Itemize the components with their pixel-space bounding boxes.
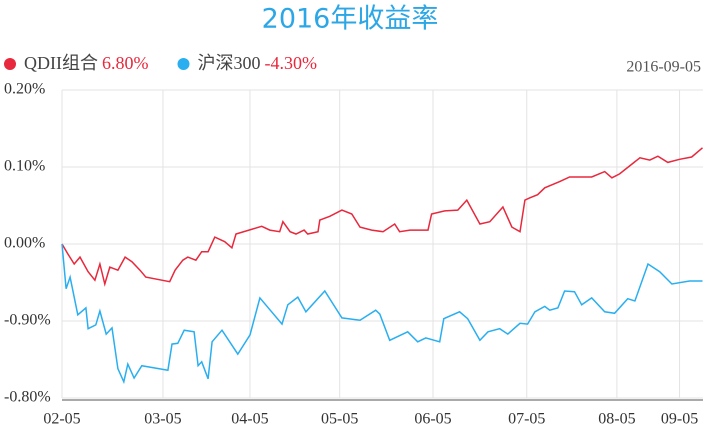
y-tick-label: -0.90% [4,312,51,329]
chart-title: 2016年收益率 [262,4,439,35]
date-label: 2016-09-05 [626,59,701,76]
legend-label: QDII组合 [24,53,98,73]
legend-marker [4,58,16,70]
series-line [61,147,703,287]
x-tick-label: 08-05 [598,411,635,427]
x-tick-label: 05-05 [321,411,358,427]
y-tick-label: 0.00% [4,235,45,252]
legend-label: 沪深300 [198,53,261,73]
legend: QDII组合 6.80% 沪深300 -4.30% [4,53,317,73]
legend-value: -4.30% [265,53,318,73]
y-tick-label: -0.80% [4,389,51,406]
series-line [61,243,703,385]
x-tick-label: 06-05 [414,411,451,427]
legend-value: 6.80% [102,53,149,73]
x-tick-label: 04-05 [231,411,268,427]
y-tick-label: 0.20% [4,81,45,98]
x-tick-label: 02-05 [43,411,80,427]
x-tick-label: 03-05 [144,411,181,427]
x-tick-label: 07-05 [508,411,545,427]
x-tick-label: 09-05 [661,411,698,427]
legend-marker [177,58,190,70]
y-tick-label: 0.10% [4,158,45,175]
